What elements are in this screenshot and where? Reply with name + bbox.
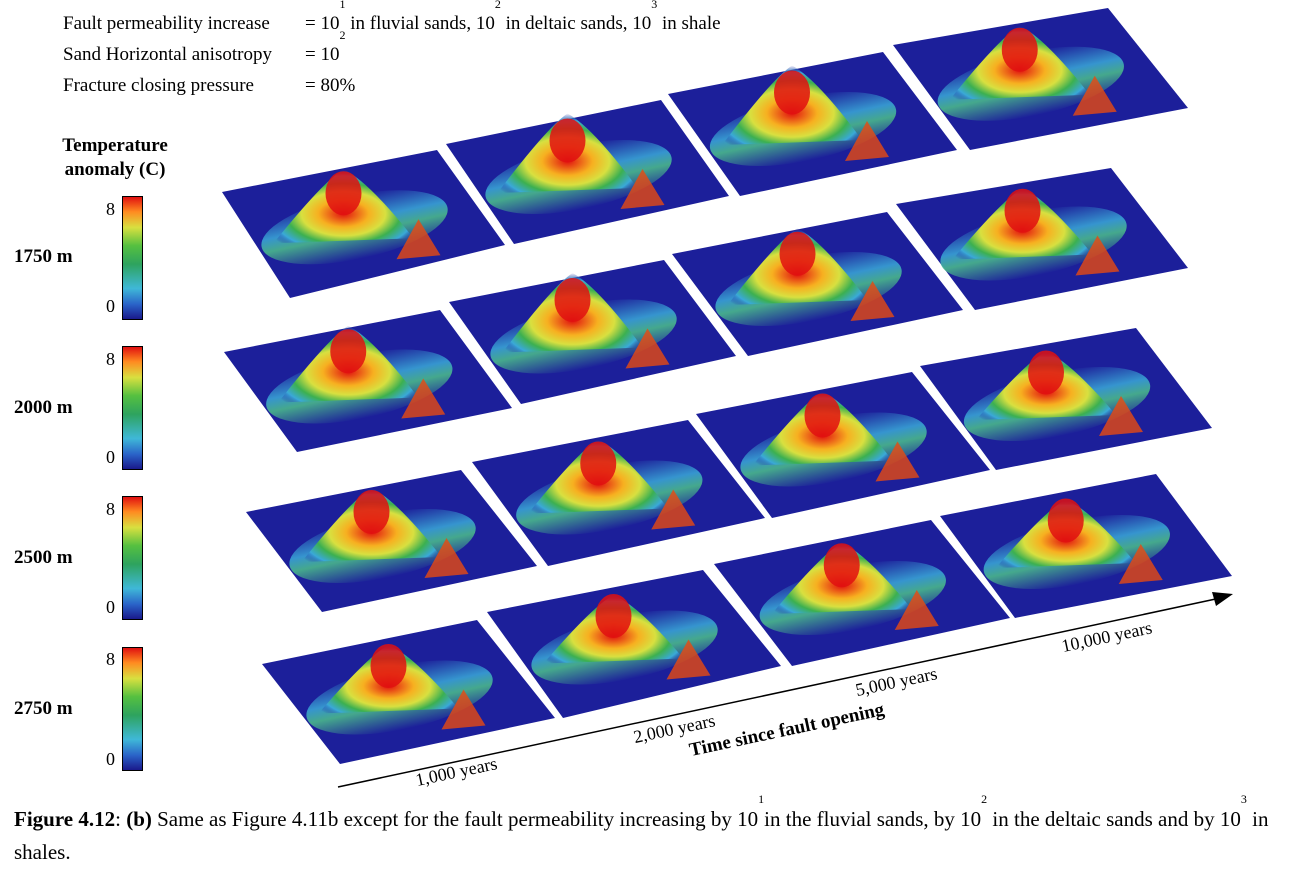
surface-panel — [920, 328, 1212, 470]
hot-spot — [325, 171, 362, 216]
hot-spot — [549, 118, 586, 163]
secondary-peak — [850, 281, 895, 321]
secondary-peak — [875, 441, 920, 482]
figure-number: Figure 4.12 — [14, 807, 116, 831]
secondary-peak — [651, 489, 696, 530]
surface-panel — [449, 260, 736, 404]
secondary-peak — [1118, 544, 1163, 584]
hot-spot — [804, 393, 841, 438]
surface-panel — [487, 570, 781, 718]
surface-panel — [696, 372, 990, 518]
depth-label: 2500 m — [14, 547, 73, 568]
secondary-peak — [620, 169, 665, 209]
surface-panel — [893, 8, 1188, 150]
figure-sublabel: (b) — [126, 807, 152, 831]
depth-label: 2750 m — [14, 698, 73, 719]
secondary-peak — [666, 639, 711, 680]
param-label: Fault permeability increase — [63, 13, 270, 34]
hot-spot — [370, 644, 407, 688]
hot-spot — [353, 490, 390, 534]
depth-label: 2000 m — [14, 397, 73, 418]
hot-spot — [595, 594, 632, 638]
secondary-peak — [894, 590, 939, 630]
colorbar-max-label: 8 — [106, 349, 115, 369]
surface-panel — [222, 150, 505, 298]
param-value: = 101 in fluvial sands, 102 in deltaic s… — [305, 0, 721, 34]
surface-panel — [668, 52, 957, 196]
param-value: = 80% — [305, 75, 356, 96]
hot-spot — [1047, 498, 1084, 543]
colorbar-min-label: 0 — [106, 597, 115, 617]
secondary-peak — [1072, 75, 1117, 116]
colorbar-min-label: 0 — [106, 296, 115, 316]
colorbar — [122, 196, 143, 320]
secondary-peak — [845, 121, 889, 161]
parameter-list: Fault permeability increase = 101 in flu… — [63, 0, 721, 101]
param-label: Sand Horizontal anisotropy — [63, 44, 272, 65]
time-axis-line — [337, 596, 1226, 788]
hot-spot — [1004, 188, 1041, 233]
time-axis — [337, 592, 1233, 788]
param-label: Fracture closing pressure — [63, 75, 254, 96]
secondary-peak — [625, 328, 670, 369]
hot-spot — [1001, 27, 1038, 72]
surface-panel — [224, 310, 512, 452]
colorbar-title: Temperature anomaly (C) — [62, 135, 168, 180]
surface-panel — [446, 100, 729, 244]
surface-panel — [246, 470, 537, 612]
colorbar — [122, 496, 143, 620]
colorbar-min-label: 0 — [106, 749, 115, 769]
hot-spot — [330, 329, 367, 374]
time-axis-arrowhead — [1212, 592, 1233, 606]
secondary-peak — [401, 378, 446, 419]
secondary-peak — [1099, 396, 1143, 436]
surface-panel — [896, 168, 1188, 310]
colorbar — [122, 647, 143, 771]
hot-spot — [1028, 350, 1064, 395]
surface-panel — [262, 620, 555, 764]
depth-label: 1750 m — [14, 246, 73, 267]
secondary-peak — [1075, 235, 1120, 276]
surface-panel — [714, 520, 1010, 666]
hot-spot — [779, 231, 816, 276]
surface-panel — [672, 212, 963, 356]
colorbar-min-label: 0 — [106, 447, 115, 467]
hot-spot — [774, 70, 810, 115]
hot-spot — [554, 278, 591, 322]
colorbar-max-label: 8 — [106, 499, 115, 519]
surface-panel — [940, 474, 1232, 618]
secondary-peak — [396, 219, 441, 260]
colorbar — [122, 346, 143, 470]
colorbar-max-label: 8 — [106, 649, 115, 669]
param-fault-permeability: Fault permeability increase = 101 in flu… — [63, 0, 721, 39]
colorbar-max-label: 8 — [106, 199, 115, 219]
param-closing-pressure: Fracture closing pressure = 80% — [63, 70, 721, 101]
secondary-peak — [424, 538, 469, 578]
param-value: = 102 — [305, 28, 346, 65]
secondary-peak — [441, 689, 486, 730]
figure-caption: Figure 4.12: (b) Same as Figure 4.11b ex… — [14, 792, 1269, 864]
surface-panel — [472, 420, 765, 566]
hot-spot — [823, 543, 860, 588]
hot-spot — [580, 441, 617, 486]
param-anisotropy: Sand Horizontal anisotropy = 102 — [63, 28, 721, 70]
